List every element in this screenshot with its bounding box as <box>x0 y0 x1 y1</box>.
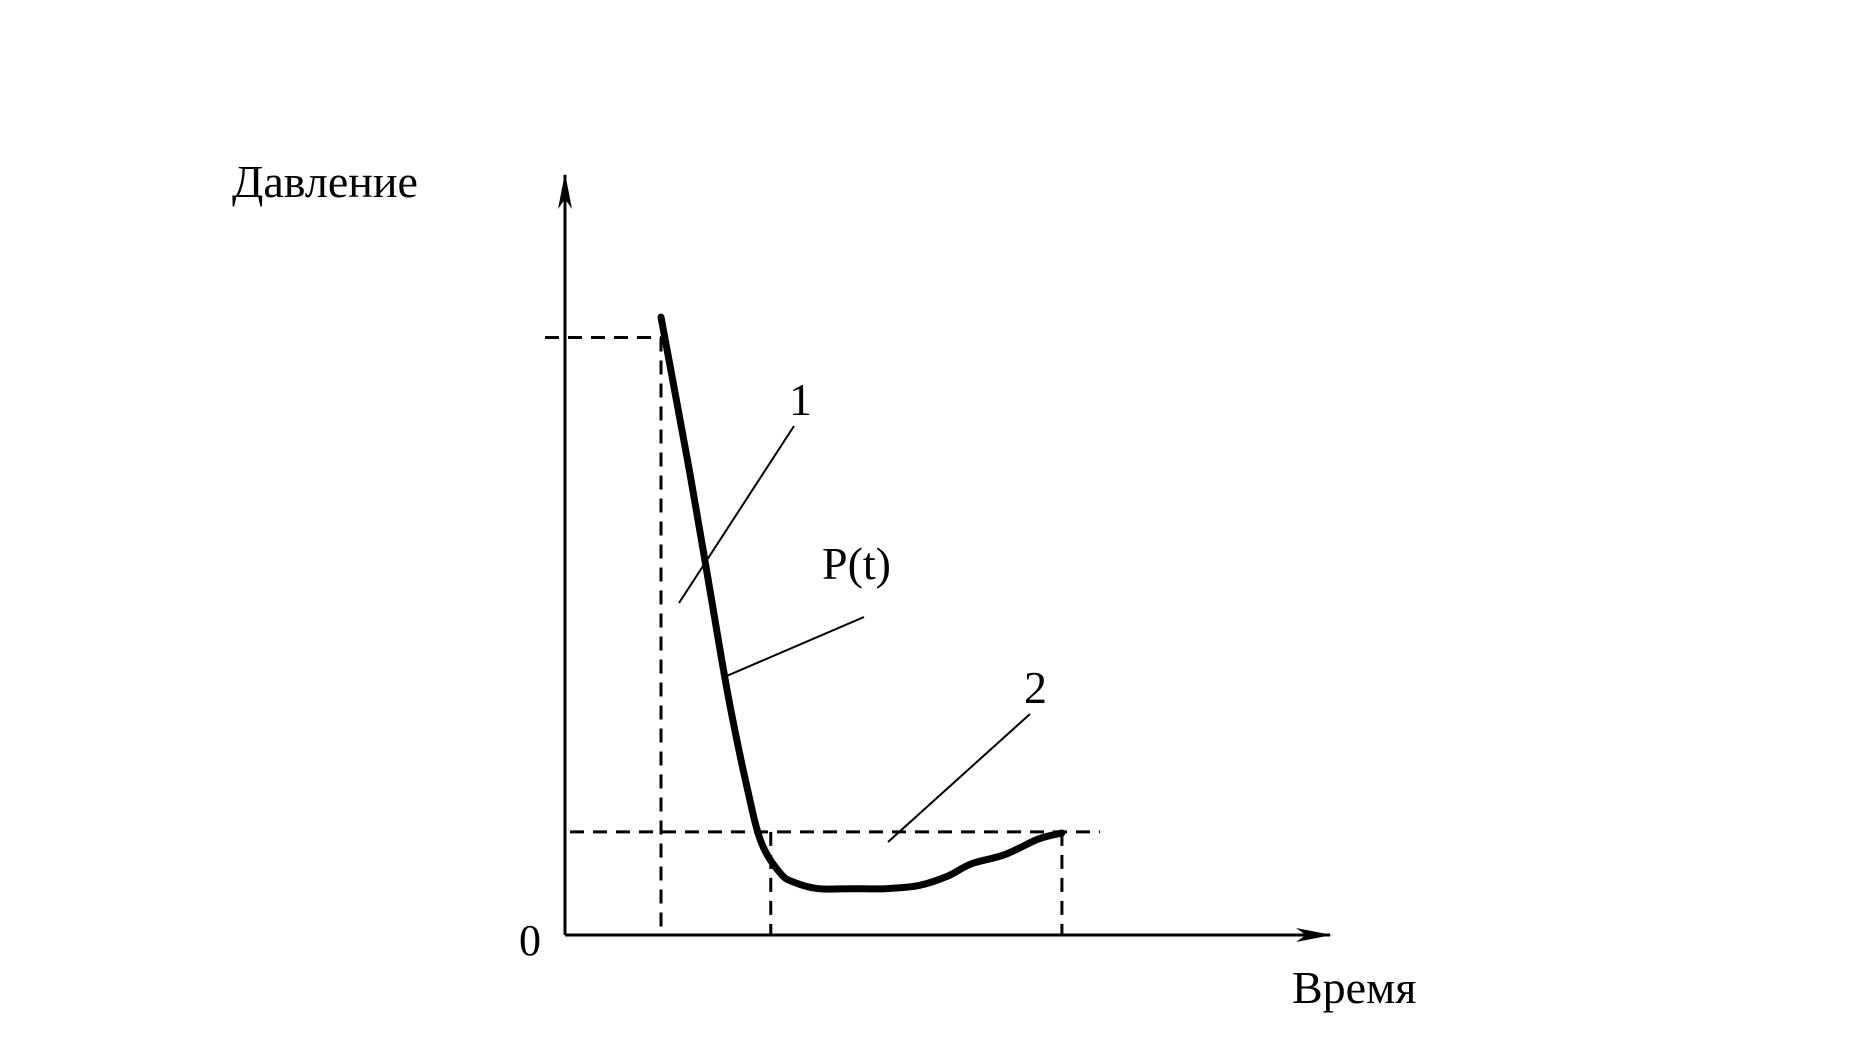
callout-label-pt: P(t) <box>822 538 891 589</box>
origin-label: 0 <box>519 916 541 965</box>
leader-line-pt <box>721 616 865 679</box>
callout-leader-lines <box>678 425 1031 843</box>
callout-label-1: 1 <box>789 374 812 425</box>
leader-line-2 <box>887 713 1031 843</box>
series-line-pt <box>657 313 1066 893</box>
x-axis-label: Время <box>1292 962 1416 1013</box>
leader-line-1 <box>678 425 795 604</box>
reference-lines <box>545 336 1100 935</box>
y-axis-label: Давление <box>232 156 418 207</box>
callout-label-2: 2 <box>1024 662 1047 713</box>
